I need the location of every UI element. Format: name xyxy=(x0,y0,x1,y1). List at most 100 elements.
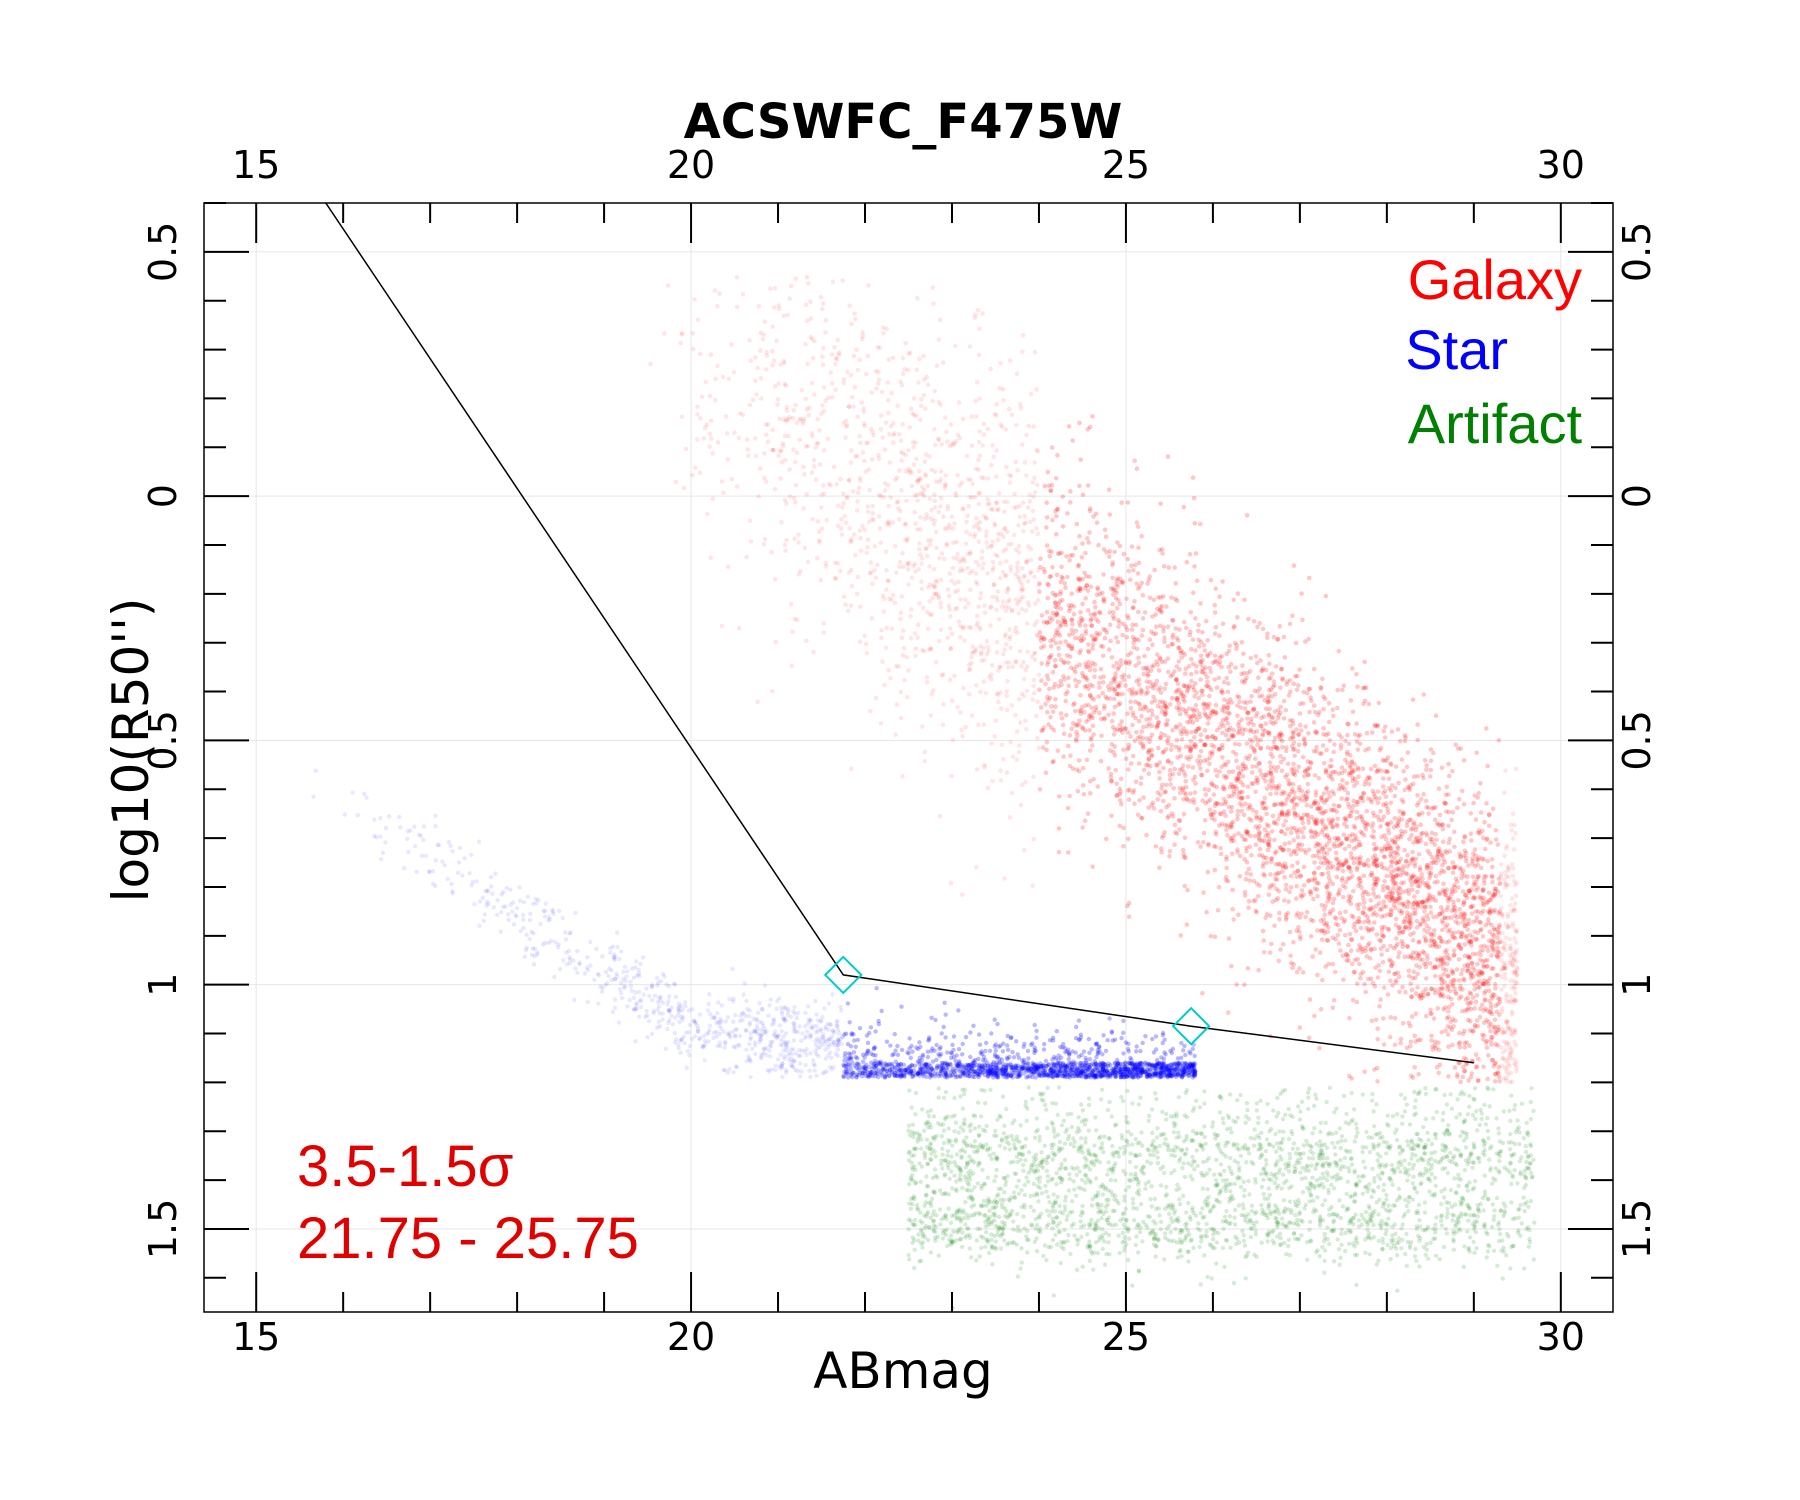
artifact-point xyxy=(1246,1178,1251,1184)
artifact-point xyxy=(931,1218,936,1224)
artifact-point xyxy=(1111,1153,1116,1159)
artifact-point xyxy=(1153,1145,1158,1151)
artifact-point xyxy=(1229,1193,1235,1199)
star-point xyxy=(542,914,548,919)
artifact-point xyxy=(1189,1237,1194,1242)
artifact-point xyxy=(1063,1166,1068,1171)
artifact-point xyxy=(1299,1233,1304,1238)
artifact-point xyxy=(1012,1142,1017,1147)
artifact-point xyxy=(1348,1149,1353,1154)
artifact-point xyxy=(958,1094,963,1099)
artifact-point xyxy=(1360,1191,1366,1197)
artifact-point xyxy=(1432,1191,1437,1197)
artifact-point xyxy=(1022,1182,1027,1188)
artifact-point xyxy=(1173,1122,1178,1127)
artifact-point xyxy=(1367,1216,1373,1221)
artifact-point xyxy=(995,1232,1000,1237)
artifact-point xyxy=(1083,1136,1088,1141)
artifact-point xyxy=(1449,1204,1455,1209)
artifact-point xyxy=(977,1124,982,1129)
artifact-point xyxy=(967,1154,972,1159)
star-point xyxy=(495,912,500,918)
artifact-point xyxy=(1456,1183,1461,1189)
galaxy-point xyxy=(1192,564,1197,569)
artifact-point xyxy=(1122,1148,1128,1153)
artifact-point xyxy=(1297,1152,1302,1157)
artifact-point xyxy=(1441,1155,1446,1160)
artifact-point xyxy=(953,1137,959,1142)
artifact-point xyxy=(942,1191,948,1197)
star-point xyxy=(854,1065,859,1071)
artifact-point xyxy=(956,1130,961,1135)
artifact-point xyxy=(958,1148,963,1154)
star-point xyxy=(495,898,500,903)
artifact-point xyxy=(1363,1185,1368,1190)
artifact-point xyxy=(1277,1145,1282,1151)
artifact-point xyxy=(975,1181,980,1186)
artifact-point xyxy=(931,1218,936,1224)
artifact-point xyxy=(1508,1161,1513,1166)
artifact-point xyxy=(1046,1194,1051,1200)
artifact-point xyxy=(1444,1214,1450,1220)
artifact-point xyxy=(1107,1222,1113,1227)
artifact-point xyxy=(1224,1140,1229,1145)
star-point xyxy=(811,1058,816,1063)
artifact-point xyxy=(1198,1282,1203,1287)
artifact-point xyxy=(968,1122,974,1127)
artifact-point xyxy=(1184,1133,1189,1139)
star-point xyxy=(796,1010,801,1016)
artifact-point xyxy=(1114,1122,1119,1127)
artifact-point xyxy=(1071,1144,1077,1149)
star-point xyxy=(1100,1068,1106,1073)
artifact-point xyxy=(1011,1159,1016,1165)
artifact-point xyxy=(1295,1104,1301,1109)
star-point xyxy=(608,946,613,951)
artifact-point xyxy=(1122,1194,1127,1199)
artifact-point xyxy=(1099,1097,1104,1102)
star-point xyxy=(672,1031,678,1036)
star-point xyxy=(1003,1065,1008,1070)
star-point xyxy=(625,969,630,974)
artifact-point xyxy=(1220,1116,1226,1121)
star-point xyxy=(680,1014,686,1020)
star-point xyxy=(531,962,537,967)
artifact-point xyxy=(1442,1148,1448,1154)
artifact-point xyxy=(1093,1176,1099,1181)
star-point xyxy=(965,1063,971,1068)
star-point xyxy=(835,1047,841,1052)
artifact-point xyxy=(1379,1170,1385,1176)
artifact-point xyxy=(1402,1211,1408,1217)
artifact-point xyxy=(1104,1251,1109,1257)
artifact-point xyxy=(1462,1244,1467,1249)
artifact-point xyxy=(1143,1181,1149,1187)
star-point xyxy=(573,910,578,916)
artifact-point xyxy=(906,1150,911,1156)
star-point xyxy=(517,885,522,890)
star-point xyxy=(835,1018,840,1023)
galaxy-point xyxy=(994,639,1000,645)
star-point xyxy=(836,1031,842,1036)
artifact-point xyxy=(907,1149,912,1154)
star-point xyxy=(778,1042,783,1047)
star-point xyxy=(450,891,455,896)
artifact-point xyxy=(1309,1193,1314,1198)
artifact-point xyxy=(1190,1128,1196,1134)
artifact-point xyxy=(1110,1192,1115,1198)
artifact-point xyxy=(1474,1109,1479,1114)
star-point xyxy=(986,1074,991,1079)
star-point xyxy=(697,1012,703,1017)
artifact-point xyxy=(1500,1238,1505,1243)
artifact-point xyxy=(1407,1194,1413,1200)
star-point xyxy=(633,1039,638,1044)
star-point xyxy=(504,885,509,891)
artifact-point xyxy=(933,1173,938,1178)
artifact-point xyxy=(964,1233,970,1238)
artifact-point xyxy=(985,1238,990,1243)
artifact-point xyxy=(1456,1148,1461,1153)
artifact-point xyxy=(1131,1218,1137,1223)
artifact-point xyxy=(1275,1159,1280,1164)
artifact-point xyxy=(1463,1145,1469,1150)
star-point xyxy=(499,909,504,915)
artifact-point xyxy=(1086,1147,1091,1153)
star-point xyxy=(775,1057,781,1062)
